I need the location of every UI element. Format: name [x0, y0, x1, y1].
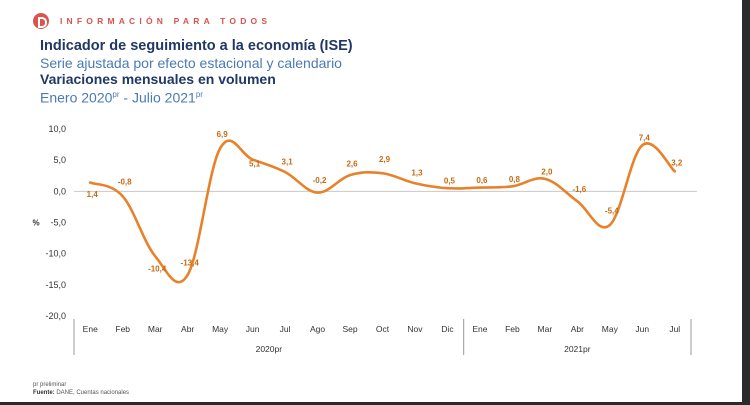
x-tick-label: Feb — [115, 324, 130, 334]
x-tick-label: Abr — [571, 324, 584, 334]
window-frame-bottom — [0, 402, 750, 405]
data-label: 0,6 — [476, 176, 488, 185]
x-tick-label: Oct — [376, 324, 390, 334]
x-tick-label: Jul — [669, 324, 680, 334]
data-label: -1,6 — [572, 185, 586, 194]
chart-subtitle-variation: Variaciones mensuales en volumen — [40, 71, 276, 87]
line-chart: 10,0 5,0 0,0 -5,0 -10,0 -15,0 -20,0% 2020pr 2021… — [32, 124, 697, 355]
y-axis-label: % — [32, 219, 39, 228]
data-label: 1,4 — [87, 190, 99, 199]
data-point — [478, 186, 482, 189]
data-point — [283, 170, 287, 174]
chart-period: Enero 2020pr - Julio 2021pr — [40, 89, 203, 106]
data-point — [251, 158, 254, 161]
y-tick-label: 5,0 — [53, 155, 66, 165]
brand-tagline: INFORMACIÓN PARA TODOS — [60, 16, 272, 26]
data-label: 5,1 — [249, 159, 261, 168]
data-point — [348, 173, 352, 177]
data-point — [153, 254, 157, 258]
data-point — [511, 185, 514, 188]
data-label: -5,4 — [605, 207, 619, 216]
y-tick-label: -20,0 — [45, 311, 66, 321]
data-point — [89, 181, 92, 184]
x-tick-label: Dic — [441, 324, 454, 334]
x-tick-label: Nov — [407, 324, 423, 334]
chart-title: Indicador de seguimiento a la economía (… — [40, 38, 353, 54]
data-label: -0,8 — [118, 177, 132, 186]
data-label: 2,0 — [541, 167, 553, 176]
x-tick-label: Ene — [83, 324, 98, 334]
data-label: -0,2 — [313, 176, 327, 185]
data-label: 3,1 — [282, 157, 294, 166]
x-tick-label: Ene — [472, 324, 487, 334]
data-label: 7,4 — [639, 134, 651, 143]
dane-logo-icon — [33, 13, 49, 29]
data-label: 6,9 — [217, 130, 229, 139]
data-label: 2,6 — [346, 159, 358, 168]
data-point — [446, 187, 449, 190]
y-tick-label: -15,0 — [45, 280, 66, 290]
x-tick-label: Mar — [148, 324, 163, 334]
x-tick-label: May — [212, 324, 229, 334]
data-point — [608, 223, 612, 227]
x-tick-label: Ago — [310, 324, 325, 334]
data-label: 1,3 — [411, 169, 423, 178]
x-tick-label: Jul — [280, 324, 291, 334]
y-tick-label: 0,0 — [53, 186, 66, 196]
x-tick-label: Sep — [342, 324, 357, 334]
y-tick-label: 10,0 — [48, 124, 66, 134]
data-point — [316, 191, 319, 194]
x-group-label: 2020pr — [256, 344, 283, 354]
data-point — [218, 147, 222, 150]
chart-subtitle-adjustment: Serie ajustada por efecto estacional y c… — [40, 55, 342, 71]
x-tick-label: Mar — [538, 324, 553, 334]
x-tick-label: May — [602, 324, 619, 334]
chart-titles: Indicador de seguimiento a la economía (… — [40, 38, 353, 106]
x-tick-label: Jun — [246, 324, 260, 334]
data-point — [576, 200, 579, 203]
data-label: -10,4 — [148, 265, 167, 274]
data-point — [381, 172, 384, 175]
data-label: -13,4 — [181, 258, 200, 267]
brand-header: INFORMACIÓN PARA TODOS — [33, 12, 271, 30]
data-point — [121, 195, 124, 198]
data-label: 0,5 — [444, 177, 456, 186]
footnote-preliminary: pr preliminar — [33, 382, 67, 388]
window-frame-right — [742, 0, 750, 405]
data-point — [673, 170, 676, 173]
data-label: 2,9 — [379, 155, 391, 164]
x-tick-label: Abr — [181, 324, 194, 334]
data-point — [641, 144, 644, 147]
data-point — [186, 273, 189, 277]
x-tick-label: Jun — [635, 324, 649, 334]
y-tick-label: -5,0 — [50, 218, 66, 228]
y-tick-label: -10,0 — [45, 249, 66, 259]
chart-footer: pr preliminar Fuente: DANE, Cuentas naci… — [33, 381, 129, 397]
x-tick-label: Feb — [505, 324, 520, 334]
data-point — [413, 182, 417, 185]
source-note: Fuente: DANE, Cuentas nacionales — [33, 390, 130, 396]
data-label: 3,2 — [671, 159, 683, 168]
x-group-label: 2021pr — [564, 344, 591, 354]
data-point — [543, 177, 547, 181]
data-label: 0,8 — [509, 175, 521, 184]
